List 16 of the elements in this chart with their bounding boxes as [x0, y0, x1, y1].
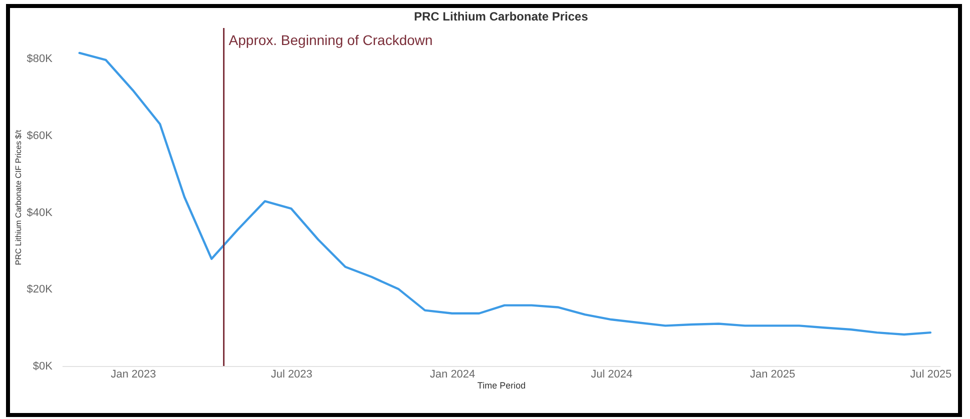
- chart-title: PRC Lithium Carbonate Prices: [414, 9, 588, 24]
- x-axis-title: Time Period: [477, 380, 526, 390]
- ref-line-label: Approx. Beginning of Crackdown: [228, 32, 433, 48]
- y-tick-label: $20K: [26, 284, 54, 296]
- y-axis-title: PRC Lithium Carbonate CIF Prices $/t: [14, 129, 23, 266]
- x-tick-label: Jan 2025: [750, 368, 796, 380]
- x-tick-label: Jul 2023: [270, 368, 312, 380]
- x-tick-label: Jul 2024: [590, 368, 632, 380]
- y-tick-label: $0K: [32, 360, 54, 372]
- y-tick-label: $40K: [26, 206, 54, 219]
- y-tick-label: $60K: [26, 130, 54, 142]
- x-tick-label: Jul 2025: [910, 368, 952, 380]
- y-tick-label: $80K: [26, 53, 54, 66]
- x-tick-label: Jan 2023: [110, 368, 156, 380]
- line-series: [78, 52, 932, 336]
- x-tick-label: Jan 2024: [430, 368, 476, 380]
